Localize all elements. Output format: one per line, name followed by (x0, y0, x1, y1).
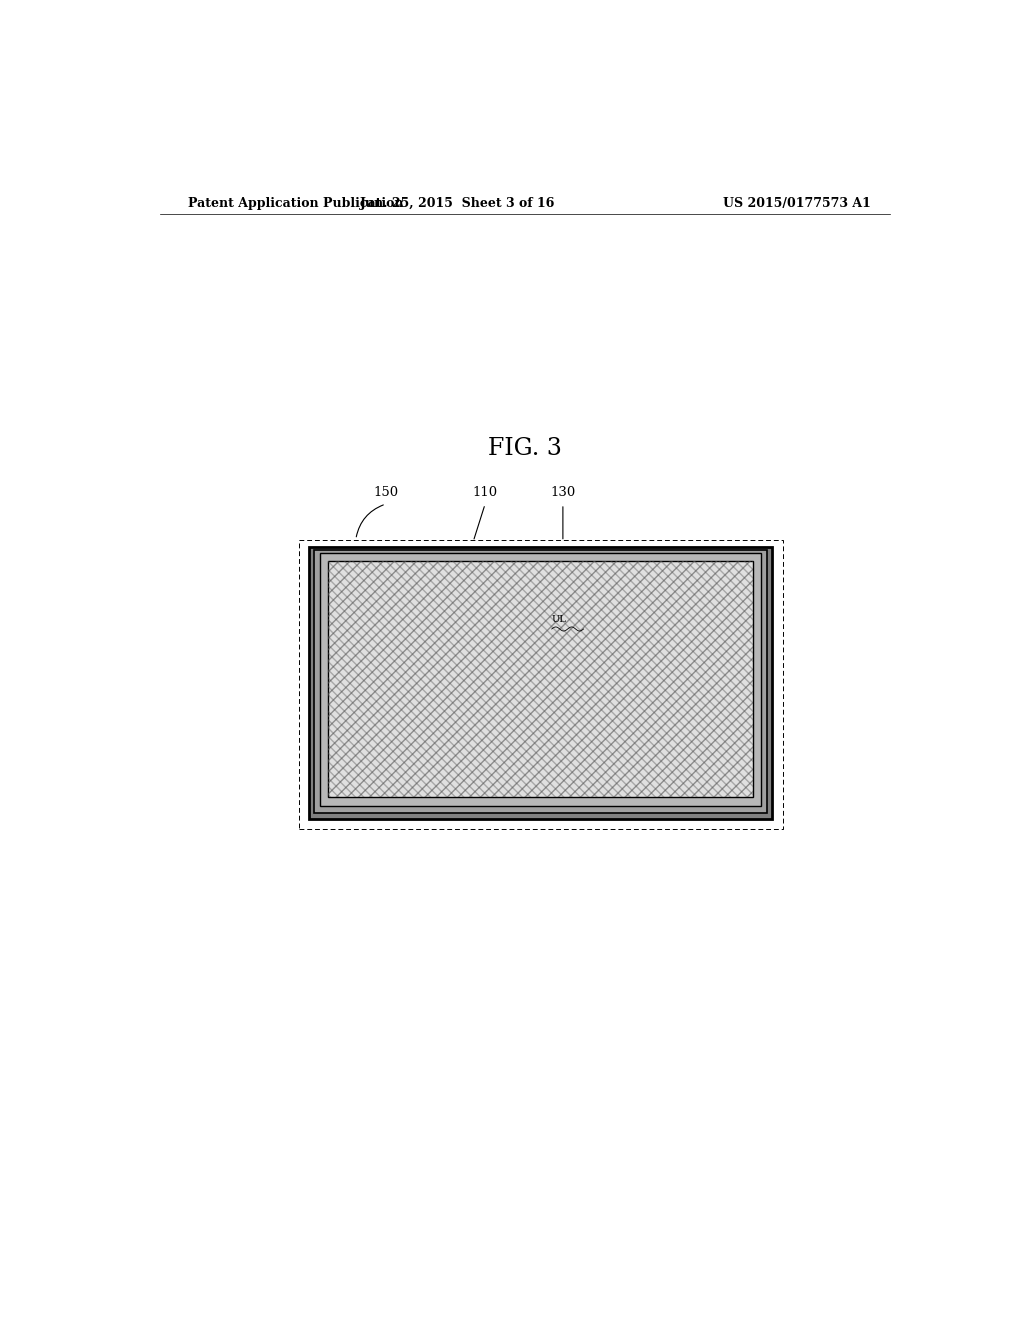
Bar (328, 561, 754, 797)
Text: 130: 130 (550, 486, 575, 499)
Text: Patent Application Publication: Patent Application Publication (187, 197, 403, 210)
Text: 150: 150 (374, 486, 398, 499)
Bar (328, 561, 754, 797)
Text: 110: 110 (472, 486, 498, 499)
Bar (321, 553, 761, 805)
Bar (309, 546, 772, 818)
Bar (314, 549, 767, 813)
Text: US 2015/0177573 A1: US 2015/0177573 A1 (723, 197, 871, 210)
Bar (328, 561, 754, 797)
Text: FIG. 3: FIG. 3 (487, 437, 562, 459)
Bar (299, 540, 782, 829)
Text: UL: UL (552, 615, 566, 624)
Text: Jun. 25, 2015  Sheet 3 of 16: Jun. 25, 2015 Sheet 3 of 16 (359, 197, 555, 210)
